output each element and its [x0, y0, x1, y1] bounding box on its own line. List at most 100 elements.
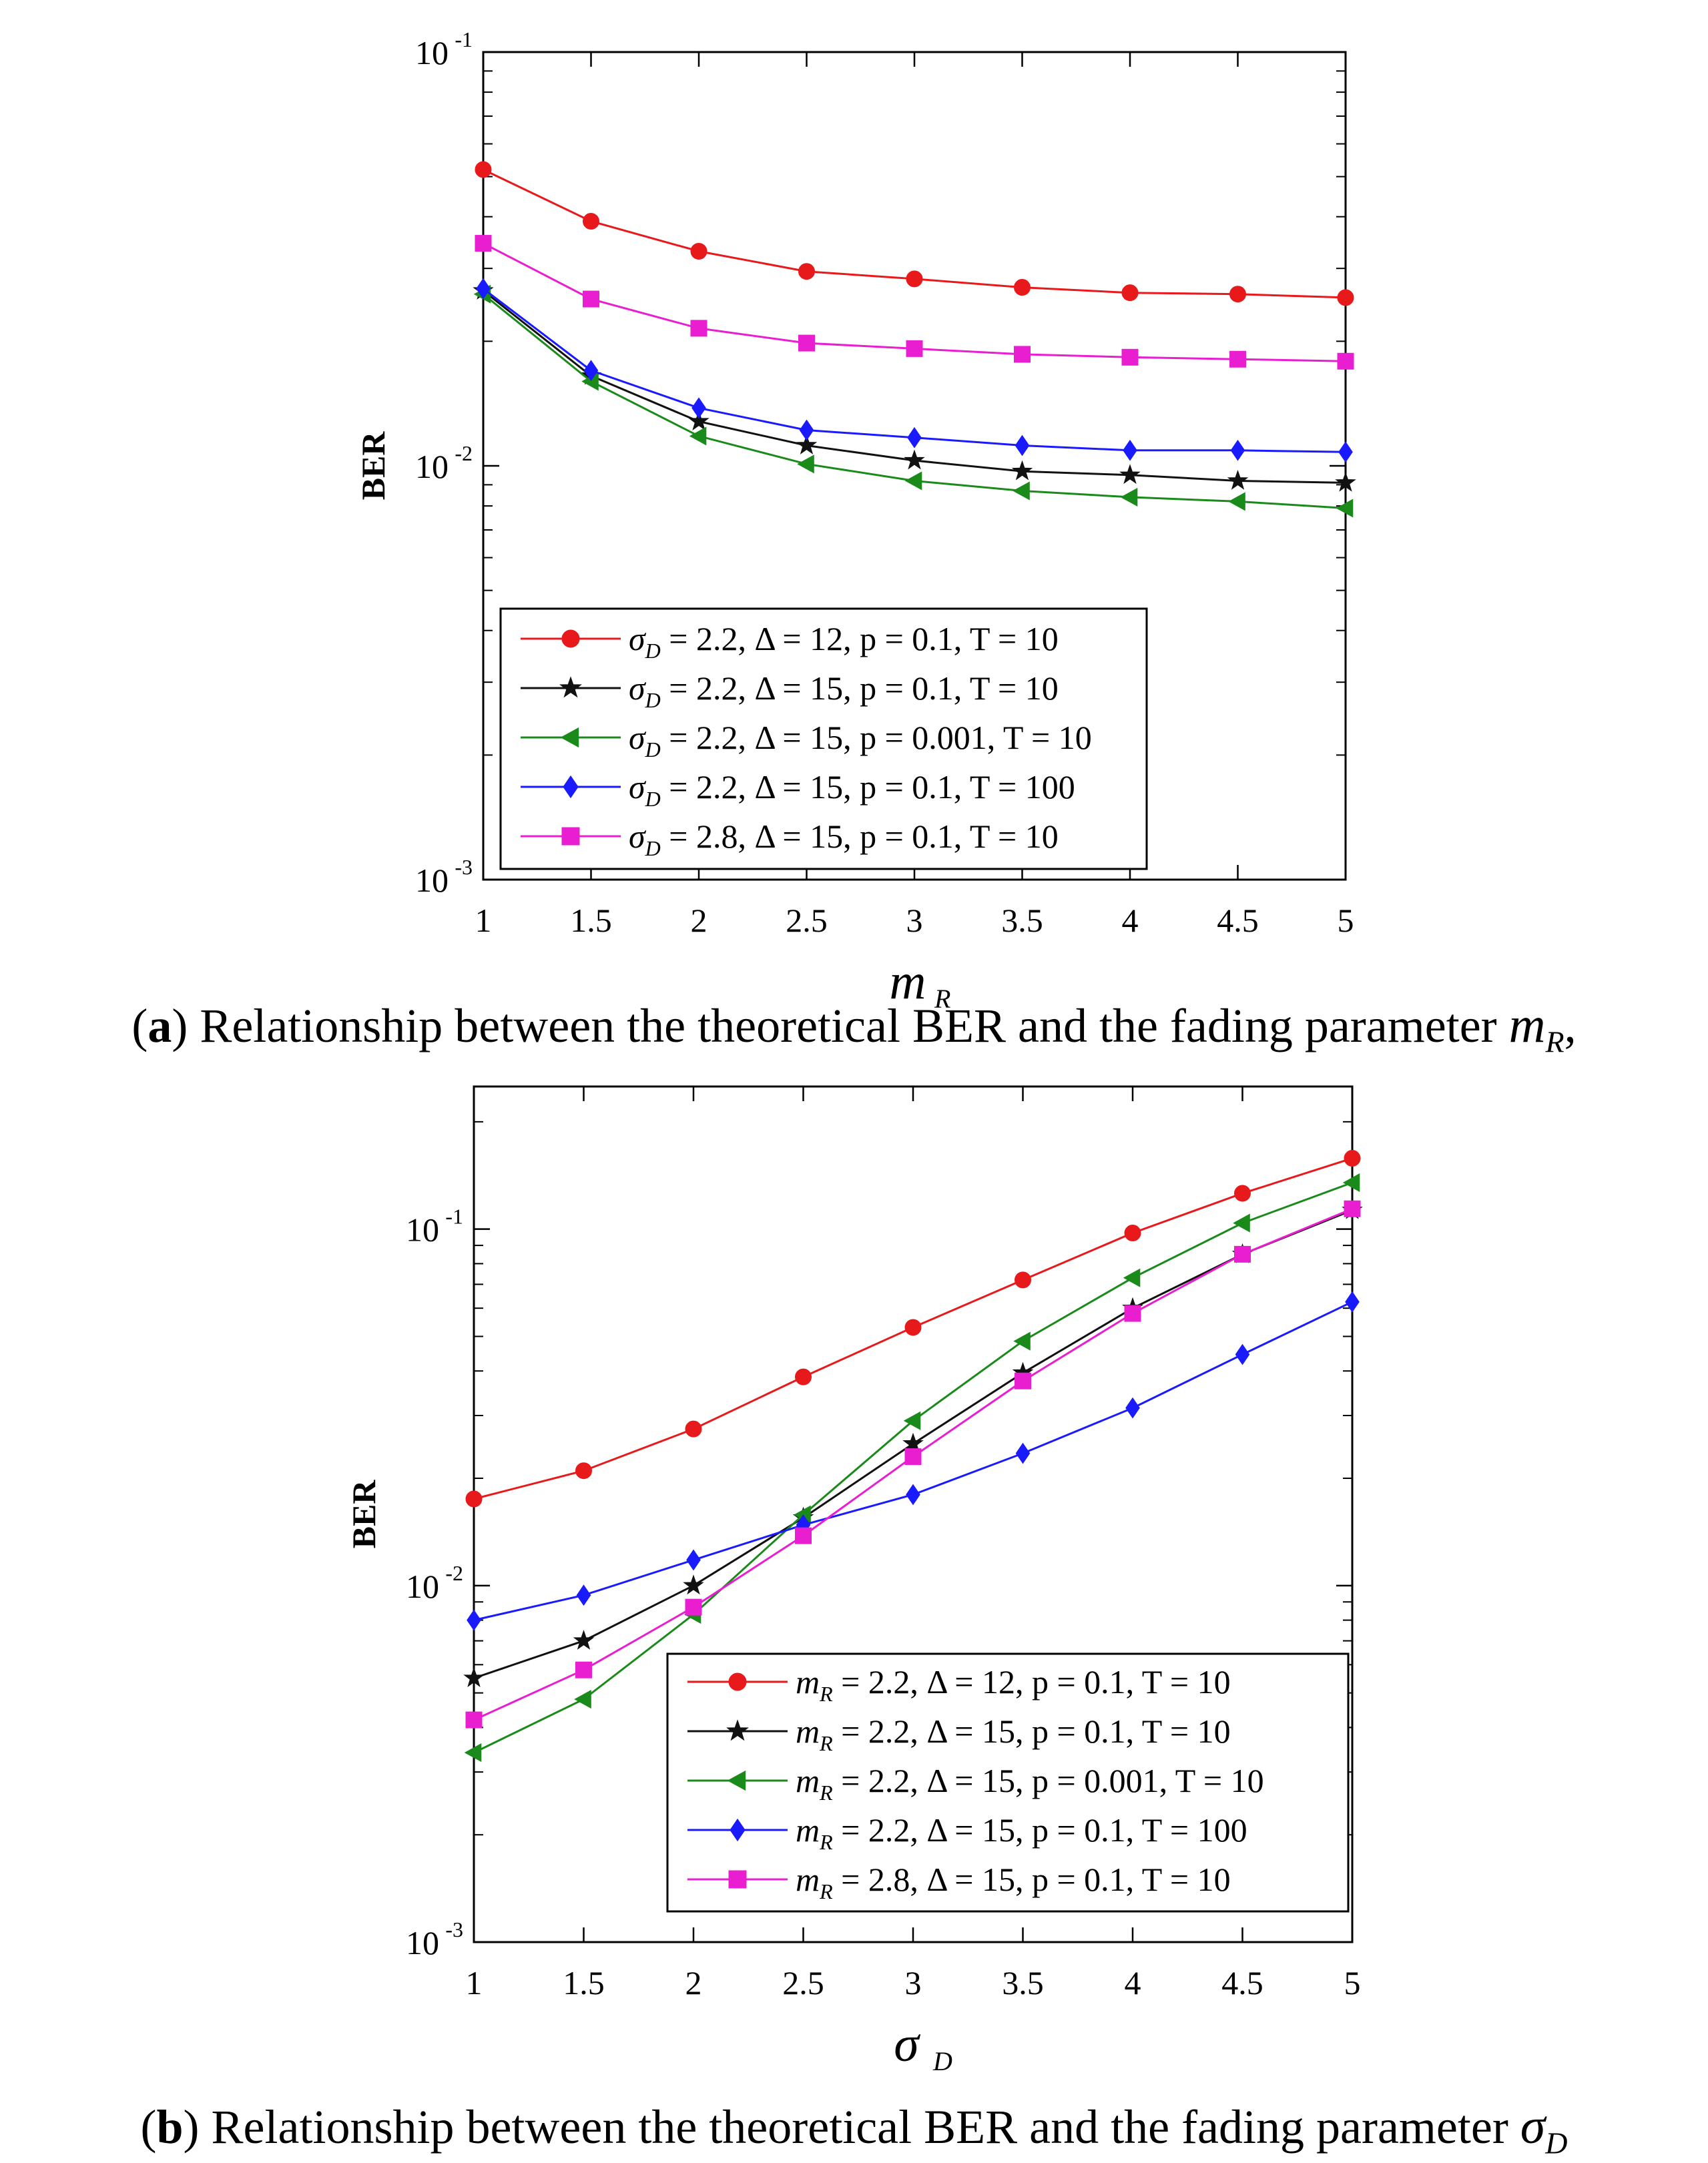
data-point	[904, 1319, 922, 1336]
x-tick-label: 2	[691, 902, 707, 939]
y-tick-exponent: -3	[455, 855, 473, 879]
data-point	[1229, 286, 1246, 303]
caption-b-symbol-sub: D	[1545, 2126, 1568, 2160]
x-tick-label: 1.5	[563, 1964, 605, 2001]
x-tick-label: 1	[475, 902, 492, 939]
series-1	[465, 1150, 1361, 1508]
data-point	[1121, 348, 1139, 366]
data-point	[1123, 1268, 1141, 1287]
data-point	[690, 243, 707, 260]
data-point	[1338, 441, 1353, 463]
caption-b-label: b	[156, 2100, 184, 2154]
data-point	[1015, 1372, 1031, 1389]
caption-a: (a) Relationship between the theoretical…	[131, 997, 1577, 1059]
data-point	[1228, 492, 1245, 511]
legend-marker	[560, 727, 579, 748]
data-point	[1336, 499, 1354, 518]
data-point	[906, 1484, 920, 1506]
data-point	[906, 270, 923, 288]
y-tick-label: 10	[406, 1568, 439, 1605]
data-point	[475, 235, 492, 252]
x-tick-label: 3.5	[1001, 902, 1043, 939]
x-tick-label: 2.5	[782, 1964, 824, 2001]
data-point	[1015, 1271, 1031, 1289]
data-point	[1121, 284, 1139, 302]
x-axis-label: m	[890, 954, 926, 1010]
data-point	[795, 1527, 812, 1544]
x-tick-label: 5	[1338, 902, 1354, 939]
x-tick-label: 4	[1125, 1964, 1141, 2001]
data-point	[1124, 1305, 1141, 1322]
data-point	[689, 426, 707, 446]
series-4	[467, 1291, 1360, 1631]
data-point	[904, 449, 925, 470]
x-tick-label: 1	[466, 1964, 483, 2001]
data-point	[475, 161, 492, 178]
x-tick-label: 2	[685, 1964, 702, 2001]
series-3	[464, 1173, 1360, 1763]
data-point	[1337, 352, 1354, 370]
data-point	[1125, 1397, 1140, 1419]
data-point	[1014, 279, 1031, 296]
x-tick-label: 4	[1122, 902, 1139, 939]
data-point	[796, 434, 818, 454]
data-point	[1124, 1225, 1141, 1242]
x-tick-label: 4.5	[1221, 1964, 1263, 2001]
data-point	[465, 1711, 483, 1729]
legend-b: mR = 2.2, Δ = 12, p = 0.1, T = 10 mR = 2.…	[666, 1652, 1350, 1913]
data-point	[465, 1490, 483, 1508]
data-point	[686, 1549, 701, 1571]
data-point	[904, 1448, 922, 1466]
data-point	[904, 471, 922, 491]
x-tick-label: 3	[906, 902, 923, 939]
x-tick-label: 1.5	[570, 902, 612, 939]
legend-box	[499, 607, 1148, 870]
y-tick-label: 10	[406, 1211, 439, 1249]
data-point	[467, 1609, 481, 1631]
data-point	[575, 1661, 592, 1678]
data-point	[575, 1462, 592, 1480]
data-point	[1233, 1213, 1250, 1233]
minor-ticks-a	[483, 70, 1346, 756]
data-point	[683, 1574, 704, 1595]
data-point	[798, 263, 815, 280]
series-5	[475, 235, 1354, 370]
x-tick-label: 2.5	[786, 902, 828, 939]
data-point	[906, 340, 923, 357]
data-point	[464, 1743, 482, 1763]
caption-a-tail: ,	[1564, 999, 1577, 1052]
data-point	[463, 1666, 485, 1687]
data-point	[902, 1432, 924, 1453]
caption-b: (b) Relationship between the theoretical…	[140, 2098, 1568, 2160]
x-axis-label-sub: D	[932, 2046, 952, 2076]
data-point	[1014, 346, 1031, 363]
legend-marker	[559, 676, 582, 698]
data-point	[795, 1368, 812, 1385]
legend-marker	[726, 1719, 749, 1741]
x-tick-label: 5	[1344, 1964, 1361, 2001]
data-point	[688, 410, 709, 430]
caption-b-text: Relationship between the theoretical BER…	[199, 2100, 1520, 2154]
data-point	[476, 278, 491, 300]
legend-entry: σD = 2.2, Δ = 12, p = 0.1, T = 10	[629, 620, 1059, 663]
y-tick-exponent: -2	[445, 1561, 463, 1585]
data-point	[573, 1630, 595, 1650]
x-tick-label: 3	[905, 1964, 922, 2001]
data-point	[797, 454, 814, 474]
legend-marker	[561, 629, 580, 648]
y-tick-exponent: -1	[445, 1205, 463, 1229]
legend-marker	[561, 827, 580, 846]
data-point	[685, 1598, 702, 1616]
y-tick-exponent: -3	[445, 1917, 463, 1941]
x-axis-label-sub: R	[934, 984, 950, 1014]
y-tick-label: 10	[406, 1924, 439, 1961]
data-point	[1013, 481, 1030, 501]
data-point	[1234, 1185, 1251, 1202]
x-tick-label: 3.5	[1002, 1964, 1044, 2001]
legend-box	[666, 1652, 1350, 1913]
caption-a-text: Relationship between the theoretical BER…	[188, 999, 1509, 1052]
legend-entry: σD = 2.2, Δ = 15, p = 0.1, T = 10	[629, 669, 1059, 712]
data-point	[1345, 1291, 1360, 1313]
caption-a-symbol-sub: R	[1545, 1024, 1564, 1059]
axes-frame-b	[473, 1085, 1354, 1943]
